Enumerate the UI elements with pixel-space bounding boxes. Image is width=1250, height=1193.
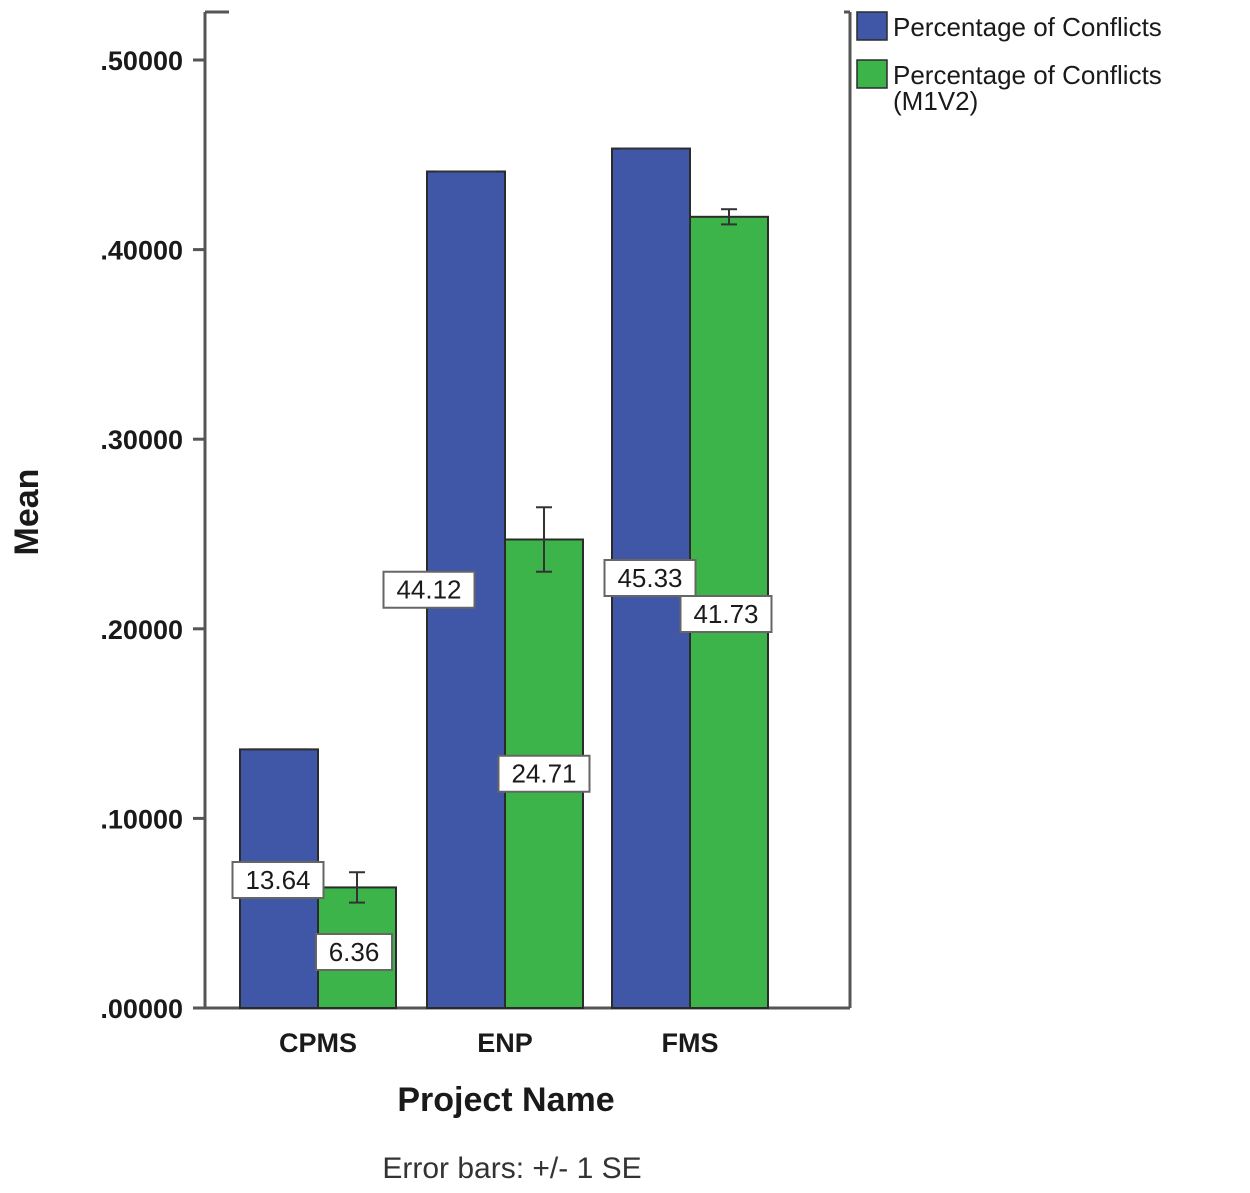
data-label: 6.36: [315, 933, 393, 971]
data-label: 44.12: [382, 570, 476, 609]
data-label: 13.64: [231, 861, 325, 899]
legend-swatch: [856, 59, 888, 89]
data-label-box: [603, 559, 697, 597]
data-label-value: 41.73: [693, 599, 758, 629]
legend-entry[interactable]: Percentage of Conflicts: [856, 11, 1162, 42]
y-tick-label: .50000: [100, 46, 183, 76]
data-label-value: 45.33: [617, 563, 682, 593]
x-tick-label: CPMS: [279, 1028, 357, 1058]
data-label-value: 13.64: [245, 865, 310, 895]
y-tick-label: .20000: [100, 615, 183, 645]
y-tick-label: .40000: [100, 236, 183, 266]
x-tick-label: FMS: [662, 1028, 719, 1058]
data-label-box: [231, 861, 325, 899]
y-tick-label: .00000: [100, 994, 183, 1024]
error-bars-note: Error bars: +/- 1 SE: [382, 1152, 641, 1185]
legend-swatch: [856, 11, 888, 41]
data-label-box: [679, 595, 773, 633]
data-label: 24.71: [497, 754, 591, 793]
data-label-value: 44.12: [396, 575, 461, 605]
y-axis-title: Mean: [8, 469, 46, 556]
x-axis-title: Project Name: [397, 1081, 614, 1119]
error-bars-group: [249, 147, 737, 904]
legend-label: Percentage of Conflicts: [893, 12, 1162, 42]
legend-entry[interactable]: Percentage of Conflicts(M1V2): [856, 59, 1162, 116]
legend-label: (M1V2): [893, 86, 978, 116]
data-label-box: [497, 754, 591, 793]
legend-label: Percentage of Conflicts: [893, 60, 1162, 90]
data-label: 41.73: [679, 595, 773, 633]
data-label-value: 6.36: [329, 937, 380, 967]
y-tick-label: .10000: [100, 804, 183, 834]
data-labels-group: 13.64 44.12 45.33 6.36 24.71 41.73: [231, 559, 773, 971]
data-label-box: [382, 570, 476, 609]
x-tick-label: ENP: [477, 1028, 533, 1058]
x-axis-ticks: CPMS ENP FMS: [279, 1028, 719, 1058]
data-label-value: 24.71: [511, 759, 576, 789]
data-label: 45.33: [603, 559, 697, 597]
data-label-box: [315, 933, 393, 971]
y-tick-label: .30000: [100, 425, 183, 455]
y-axis-ticks: .00000 .10000 .20000 .30000 .40000 .50000: [100, 46, 205, 1024]
